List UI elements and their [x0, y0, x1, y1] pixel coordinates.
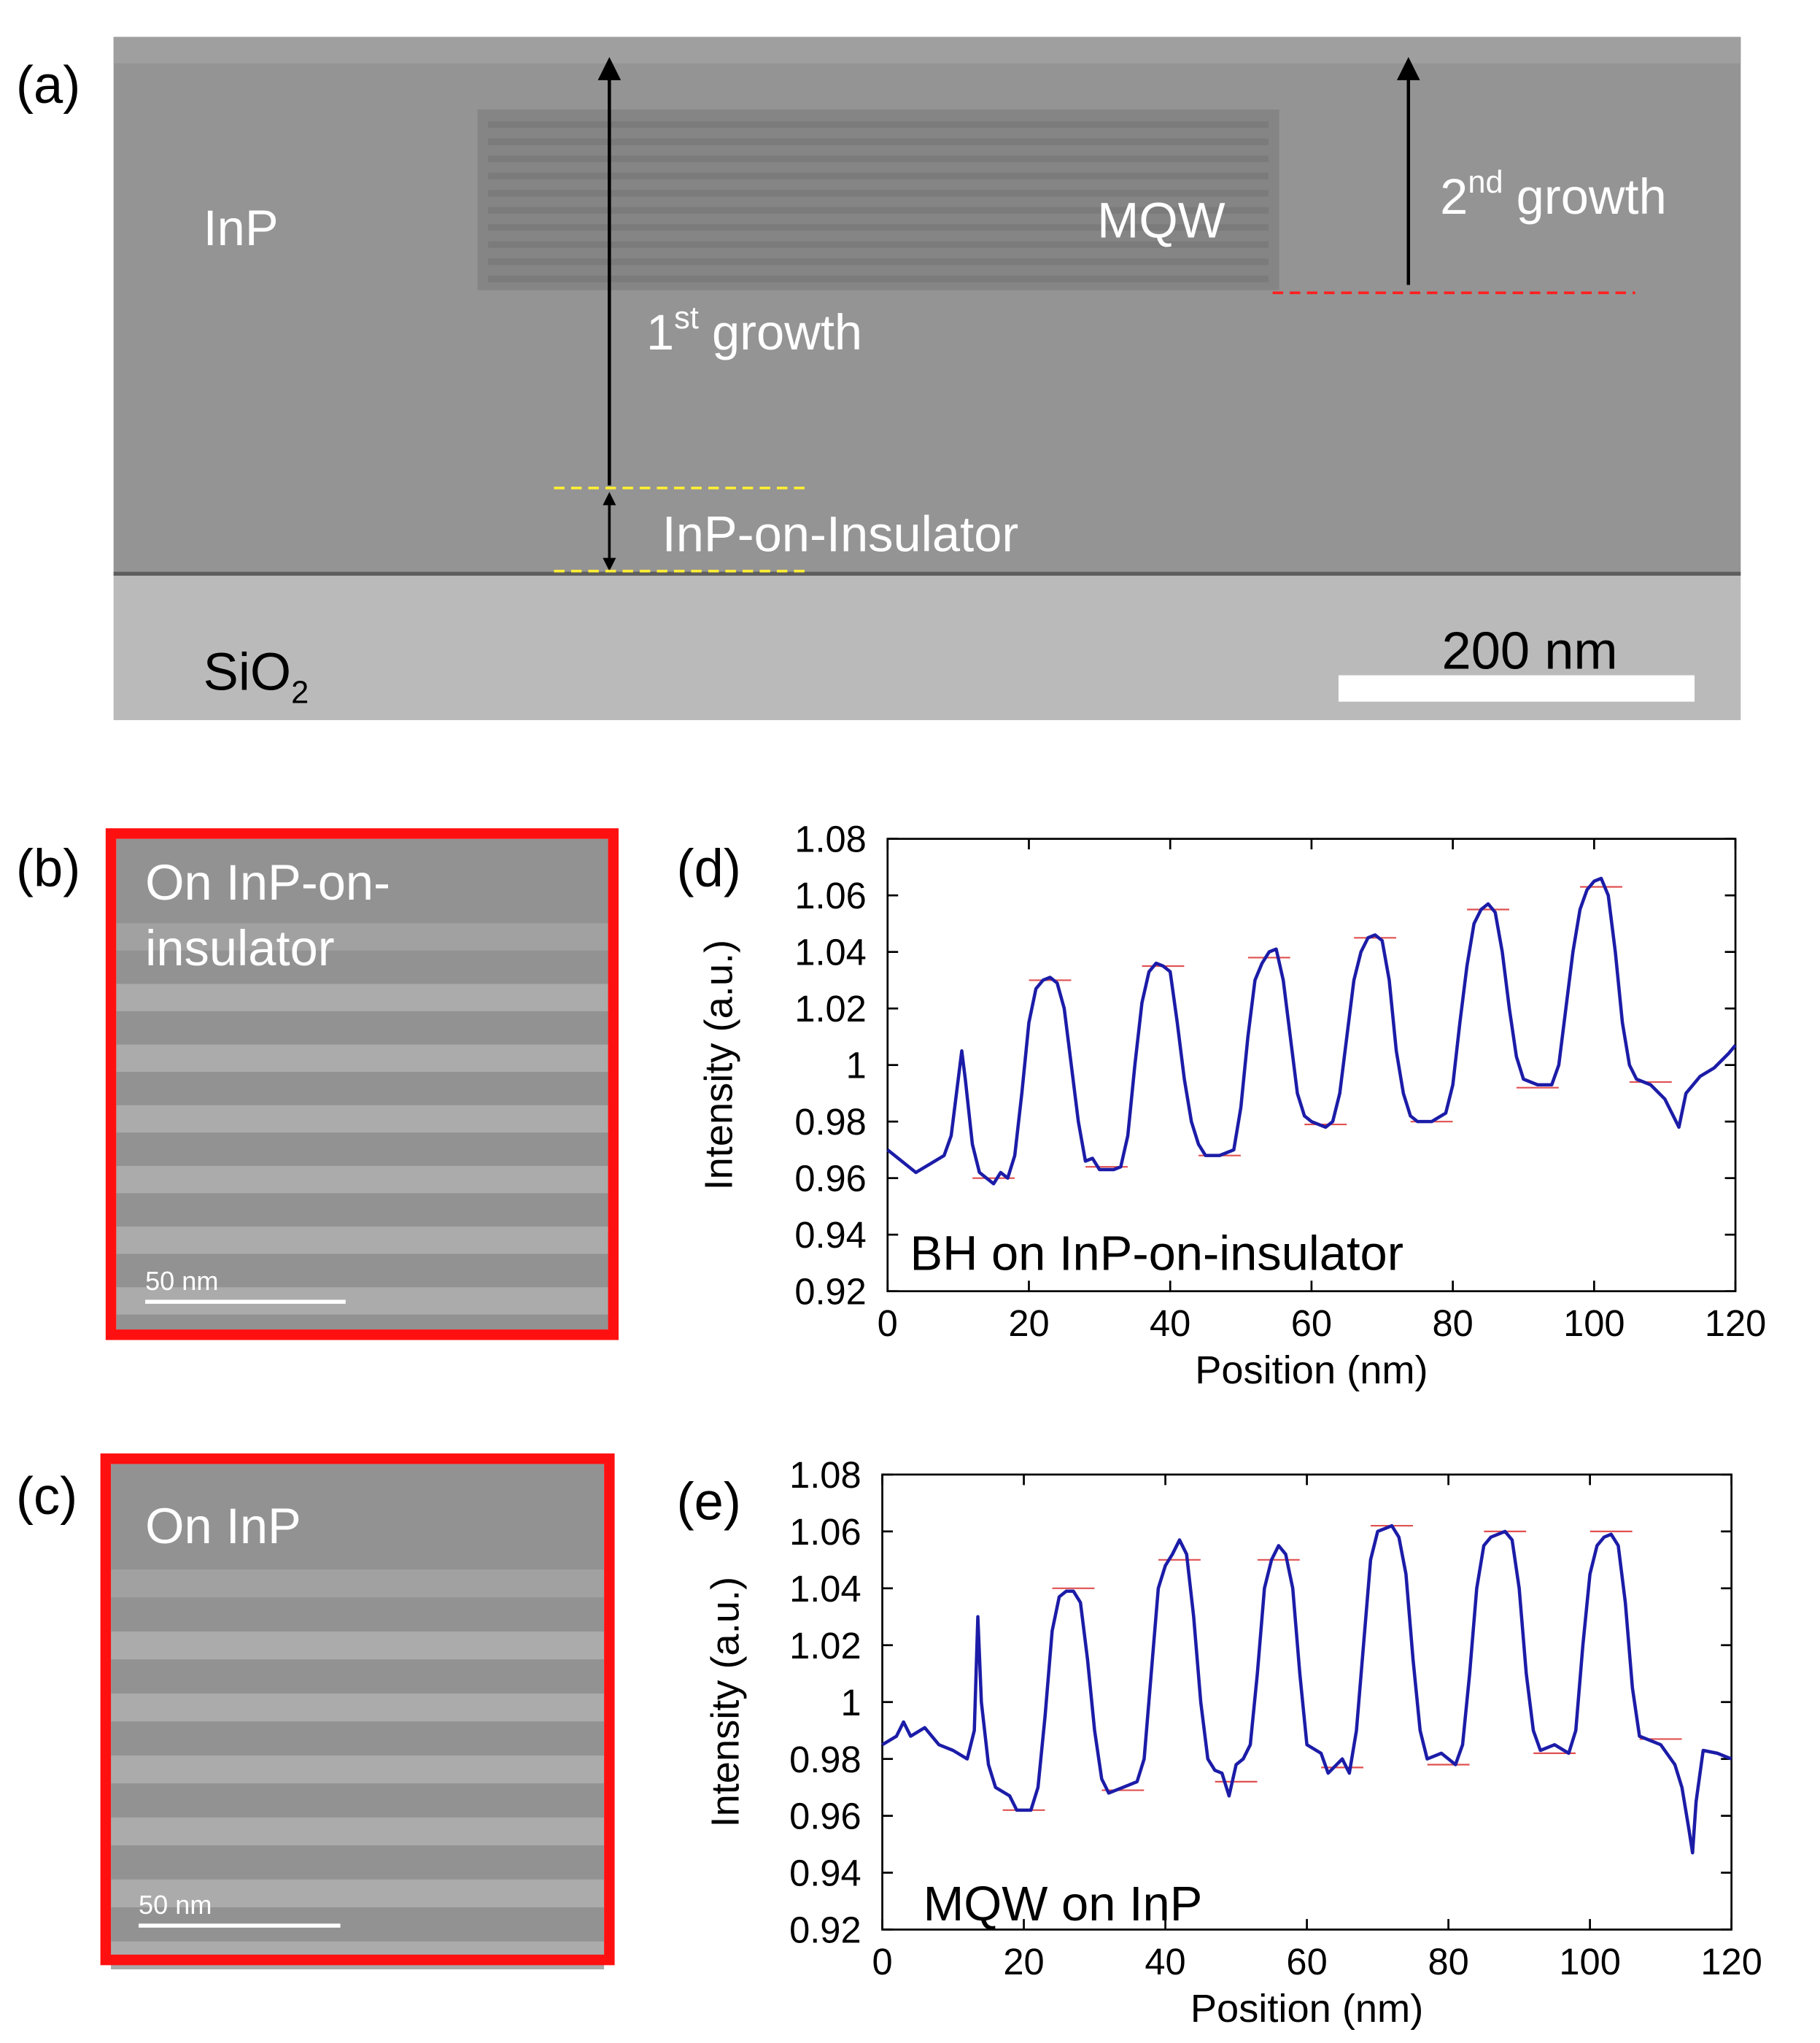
panel-a: (a) InP MQW 1st growth 2nd growth InP-on-I… [16, 36, 1741, 720]
num: 2 [1440, 169, 1468, 225]
x-axis-label: Position (nm) [1195, 1348, 1428, 1392]
y-tick-label: 1.08 [789, 1454, 861, 1496]
y-tick-label: 1.06 [794, 875, 867, 916]
x-tick-label: 120 [1705, 1302, 1766, 1344]
x-tick-label: 80 [1432, 1302, 1473, 1344]
x-tick-label: 80 [1428, 1941, 1468, 1982]
panel-label: (b) [16, 840, 80, 898]
x-tick-label: 40 [1150, 1302, 1190, 1344]
annotation: BH on InP-on-insulator [910, 1227, 1404, 1281]
inp-label: InP [204, 200, 279, 256]
y-tick-label: 1.08 [794, 819, 867, 860]
x-tick-label: 100 [1559, 1941, 1620, 1982]
scale-label: 200 nm [1442, 622, 1618, 680]
x-tick-label: 100 [1563, 1302, 1625, 1344]
sup: st [674, 301, 699, 336]
scale-bar [1338, 675, 1695, 702]
panel-c: 50 nm (c) On InP [16, 1453, 615, 1970]
scale-label: 50 nm [145, 1266, 218, 1296]
panel-b: 50 nm (b) On InP-on- insulator [16, 828, 619, 1340]
num: 1 [646, 304, 674, 360]
plot-frame [881, 1473, 1733, 1931]
panel-label: (e) [677, 1472, 741, 1531]
noise [116, 838, 608, 1330]
text: growth [1517, 169, 1667, 225]
mqw-label: MQW [1097, 192, 1225, 248]
x-tick-label: 0 [872, 1941, 892, 1982]
x-tick-label: 20 [1003, 1941, 1044, 1982]
y-tick-label: 0.92 [789, 1909, 861, 1951]
caption-line: On InP [145, 1498, 301, 1554]
ioi-label: InP-on-Insulator [662, 506, 1019, 563]
sio2-label: SiO2 [204, 643, 309, 710]
x-tick-label: 20 [1008, 1302, 1049, 1344]
x-axis-label: Position (nm) [1190, 1987, 1423, 2031]
panel-label: (a) [16, 56, 80, 115]
first-growth-label: 1st growth [646, 301, 862, 360]
charts: 0.92 0.94 0.96 0.98 1 1.02 1.04 1.06 1.08 0 20 40 60… [677, 819, 1767, 2031]
y-tick-label: 0.94 [794, 1214, 867, 1256]
caption-line: On InP-on- [145, 854, 390, 911]
data-line [881, 1523, 1732, 1855]
x-tick-label: 60 [1286, 1941, 1327, 1982]
y-tick-label: 1.02 [789, 1625, 861, 1667]
frame [100, 1453, 615, 1966]
x-tick-label: 60 [1291, 1302, 1332, 1344]
sup: nd [1468, 165, 1503, 200]
noise [113, 36, 1741, 720]
y-tick-label: 0.94 [789, 1853, 861, 1894]
text: SiO [204, 643, 292, 701]
y-axis-label: Intensity (a.u.) [697, 940, 740, 1191]
x-tick-label: 0 [878, 1302, 898, 1344]
second-growth-label: 2nd growth [1440, 165, 1667, 225]
x-tick-label: 120 [1700, 1941, 1762, 1982]
panel-label: (c) [16, 1467, 77, 1526]
y-tick-label: 1.06 [789, 1511, 861, 1553]
y-tick-label: 1.04 [789, 1568, 861, 1610]
x-tick-label: 40 [1145, 1941, 1185, 1982]
y-tick-label: 0.96 [789, 1796, 861, 1837]
text: growth [712, 304, 862, 360]
y-tick-label: 0.98 [794, 1101, 867, 1143]
y-tick-label: 0.96 [794, 1158, 867, 1200]
y-tick-label: 1.04 [794, 932, 867, 973]
y-axis-label: Intensity (a.u.) [704, 1577, 748, 1828]
y-tick-label: 0.98 [789, 1739, 861, 1780]
frame [105, 828, 619, 1340]
scale-label: 50 nm [139, 1890, 212, 1920]
y-tick-label: 1.02 [794, 988, 867, 1030]
annotation: MQW on InP [923, 1877, 1203, 1931]
caption-line: insulator [145, 920, 335, 976]
sub: 2 [291, 675, 309, 710]
y-tick-label: 1 [846, 1045, 867, 1086]
noise [111, 1464, 605, 1955]
y-tick-label: 1 [840, 1682, 861, 1723]
panel-label: (d) [677, 840, 741, 898]
data-line [886, 876, 1737, 1186]
y-tick-label: 0.92 [794, 1271, 867, 1313]
